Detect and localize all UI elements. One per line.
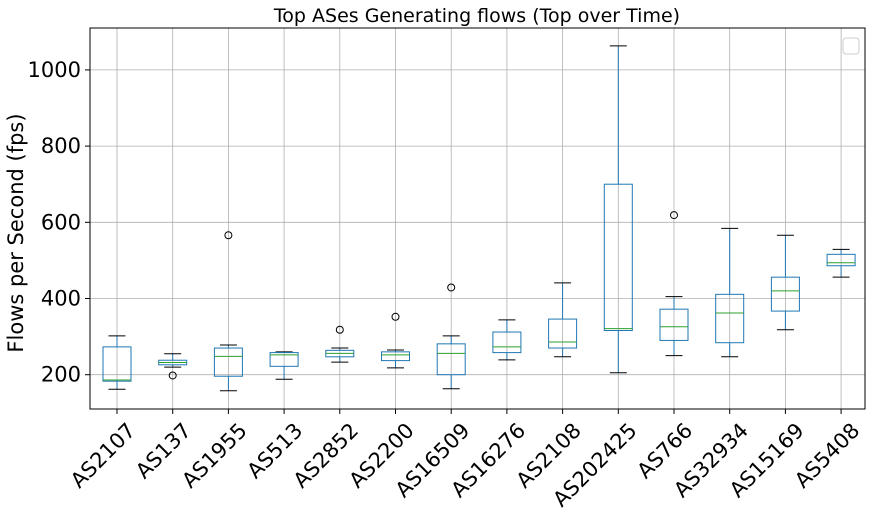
box-as16509 [436, 283, 466, 390]
y-ticks: 200 400 600 800 1000 [28, 58, 90, 387]
iqr-box [715, 293, 745, 344]
outlier-point [224, 231, 233, 240]
plot-frame [89, 27, 866, 410]
iqr-box [603, 183, 633, 332]
outlier-point [670, 211, 678, 220]
y-tick-label: 400 [41, 287, 81, 311]
box-as202425 [603, 45, 633, 374]
y-tick-label: 200 [41, 363, 81, 387]
box-as15169 [770, 234, 800, 331]
grid-lines [90, 28, 865, 409]
iqr-box [492, 331, 522, 354]
box-as2852 [325, 325, 355, 363]
iqr-box [381, 351, 410, 362]
box-as5408 [826, 248, 856, 278]
box-as2107 [102, 335, 132, 390]
legend-box [842, 37, 860, 55]
chart-title: Top ASes Generating flows (Top over Time… [273, 5, 680, 27]
x-tick-label-as2107: AS2107 [66, 418, 140, 492]
iqr-box [826, 253, 856, 267]
iqr-box [548, 318, 578, 349]
box-as2200 [381, 312, 410, 369]
y-axis-label: Flows per Second (fps) [4, 113, 28, 352]
outlier-point [335, 325, 344, 334]
iqr-box [102, 346, 132, 382]
y-tick-label: 800 [41, 134, 81, 158]
iqr-box [269, 352, 299, 367]
outlier-point [447, 283, 456, 292]
box-as513 [269, 351, 299, 380]
box-as16276 [492, 319, 522, 361]
box-as137 [158, 353, 188, 380]
box-as2108 [548, 282, 578, 358]
box-as766 [659, 211, 689, 357]
box-as32934 [715, 227, 745, 358]
outlier-point [168, 371, 177, 380]
iqr-box [770, 276, 800, 312]
outlier-point [391, 312, 400, 321]
boxes [102, 45, 856, 392]
iqr-box [213, 347, 243, 377]
x-ticks: AS2107AS137AS1955AS513AS2852AS2200AS1650… [66, 409, 864, 509]
iqr-box [659, 308, 689, 341]
y-tick-label: 1000 [28, 58, 81, 82]
box-as1955 [213, 231, 243, 392]
y-tick-label: 600 [41, 210, 81, 234]
iqr-box [436, 343, 466, 376]
